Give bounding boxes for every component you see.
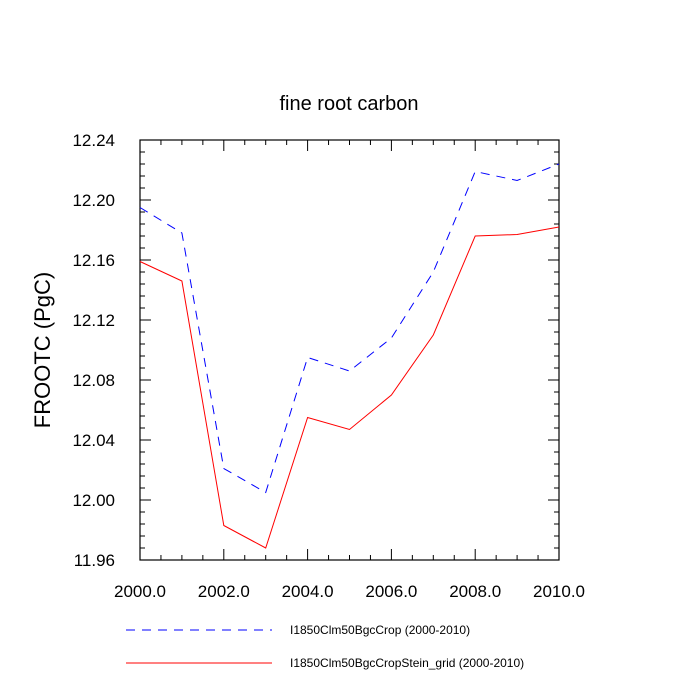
y-tick-label: 12.20 [72,191,115,210]
y-tick-label: 12.08 [72,371,115,390]
x-tick-labels: 2000.0 2002.0 2004.0 2006.0 2008.0 2010.0 [114,582,585,601]
series-line-1 [139,163,560,494]
y-tick-label: 12.16 [72,251,115,270]
chart-title: fine root carbon [280,93,419,115]
y-tick-label: 12.00 [72,491,115,510]
x-tick-label: 2004.0 [282,582,334,601]
x-tick-label: 2002.0 [198,582,250,601]
y-axis-label: FROOTC (PgC) [30,272,55,428]
series-line-2 [139,226,560,549]
x-tick-label: 2000.0 [114,582,166,601]
legend-label-1: I1850Clm50BgcCrop (2000-2010) [290,623,470,637]
y-tick-label: 11.96 [74,551,115,570]
legend: I1850Clm50BgcCrop (2000-2010) I1850Clm50B… [126,623,524,670]
y-tick-label: 12.12 [72,311,115,330]
x-tick-label: 2008.0 [449,582,501,601]
legend-label-2: I1850Clm50BgcCropStein_grid (2000-2010) [290,656,524,670]
y-tick-label: 12.04 [72,431,115,450]
x-tick-label: 2010.0 [533,582,585,601]
y-tick-label: 12.24 [72,131,115,150]
axis-ticks [139,139,560,561]
x-tick-label: 2006.0 [365,582,417,601]
series-lines [139,163,560,549]
y-tick-labels: 11.96 12.00 12.04 12.08 12.12 12.16 12.20 12.24 [72,131,115,570]
